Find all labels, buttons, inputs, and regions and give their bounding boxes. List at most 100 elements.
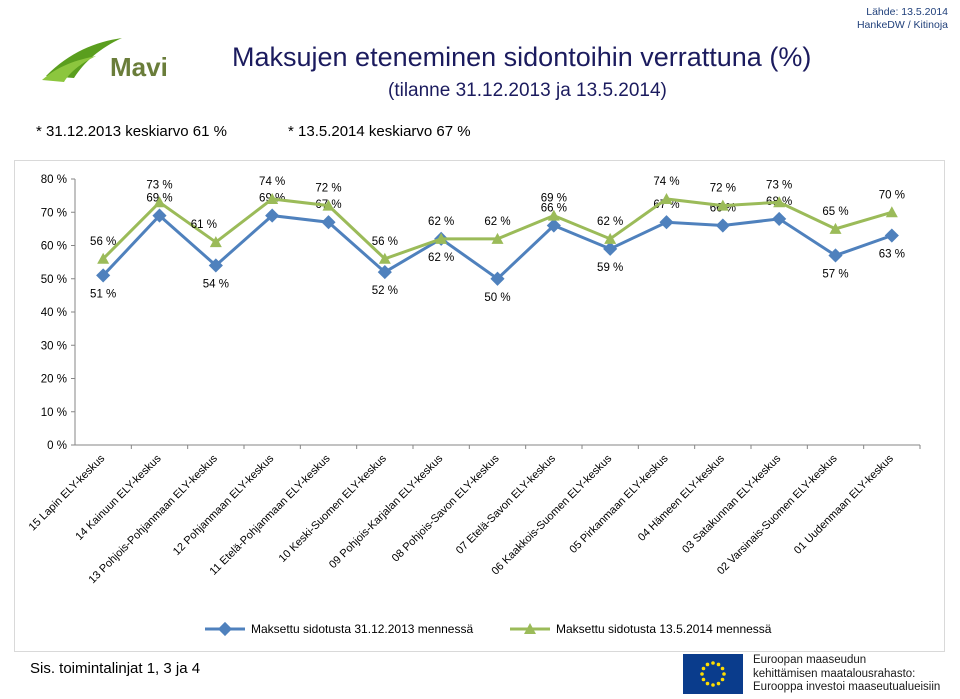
data-label: 73 % (146, 179, 172, 191)
x-tick-label: 06 Kaakkois-Suomen ELY-keskus (489, 452, 614, 577)
series-1-marker (321, 215, 336, 230)
series-1-marker (546, 218, 561, 233)
data-label: 50 % (484, 292, 510, 304)
data-label: 52 % (372, 285, 398, 297)
series-1-marker (715, 218, 730, 233)
series-2-marker (829, 222, 842, 234)
data-label: 62 % (597, 216, 623, 228)
series-2-marker (209, 236, 222, 248)
eu-star (716, 681, 721, 686)
x-tick-label: 01 Uudenmaan ELY-keskus (792, 452, 896, 556)
series-2-marker (153, 196, 166, 208)
y-tick-label: 0 % (47, 440, 67, 452)
series-1-marker (659, 215, 674, 230)
eu-star (705, 662, 710, 667)
average-2013: * 31.12.2013 keskiarvo 61 % (36, 123, 227, 140)
eu-star (720, 666, 725, 671)
eu-line-3: Eurooppa investoi maaseutualueisiin (753, 681, 941, 693)
y-tick-label: 10 % (41, 407, 67, 419)
eu-star (716, 662, 721, 667)
mavi-logo: Mavi (40, 32, 190, 87)
legend-marker (217, 621, 233, 637)
y-tick-label: 30 % (41, 340, 67, 352)
data-label: 56 % (90, 236, 116, 248)
series-2-marker (491, 232, 504, 244)
data-label: 51 % (90, 288, 116, 300)
eu-flag-icon (683, 654, 743, 694)
y-tick-label: 80 % (41, 174, 67, 186)
eu-star (701, 677, 706, 682)
eu-star (722, 672, 726, 676)
eu-star (711, 661, 715, 665)
eu-line-1: Euroopan maaseudun (753, 654, 867, 666)
x-tick-label: 09 Pohjois-Karjalan ELY-keskus (327, 452, 446, 571)
series-1-marker (772, 211, 787, 226)
eu-line-2: kehittämisen maatalousrahasto: (753, 667, 916, 680)
series-2-marker (716, 199, 729, 211)
data-label: 61 % (191, 219, 217, 231)
series-line-2 (102, 197, 893, 261)
chart-area: 0 % 10 % 20 % 30 % 40 % 50 % 60 % 70 % 80 % 15 La… (14, 160, 945, 652)
series-2-marker (660, 192, 673, 204)
data-label: 57 % (822, 268, 848, 280)
x-tick-label: 10 Keski-Suomen ELY-keskus (277, 452, 390, 565)
y-tick-label: 70 % (41, 207, 67, 219)
x-tick-label: 07 Etelä-Savon ELY-keskus (454, 452, 558, 556)
series-1-marker (603, 241, 618, 256)
data-label: 62 % (484, 216, 510, 228)
legend-marker (524, 623, 536, 634)
data-label: 62 % (428, 216, 454, 228)
series-2-marker (773, 196, 786, 208)
series-1-marker (828, 248, 843, 263)
data-label: 65 % (822, 206, 848, 218)
legend-label: Maksettu sidotusta 13.5.2014 mennessä (556, 622, 772, 636)
eu-star (705, 681, 710, 686)
x-tick-label: 11 Etelä-Pohjanmaan ELY-keskus (208, 452, 333, 577)
y-tick-label: 50 % (41, 274, 67, 286)
data-label: 73 % (766, 179, 792, 191)
source-note: Lähde: 13.5.2014 HankeDW / Kitinoja (857, 6, 948, 32)
series-2-marker (97, 252, 110, 264)
eu-star (711, 683, 715, 687)
y-tick-label: 20 % (41, 374, 67, 386)
eu-funding-logo: Euroopan maaseudun kehittämisen maatalou… (683, 654, 940, 695)
x-tick-label: 08 Pohjois-Savon ELY-keskus (390, 452, 502, 564)
y-tick-label: 60 % (41, 241, 67, 253)
eu-star (700, 672, 704, 676)
legend-label: Maksettu sidotusta 31.12.2013 mennessä (251, 622, 473, 636)
series-2-marker (322, 199, 335, 211)
series-2-marker (885, 206, 898, 218)
x-tick-label: 12 Pohjanmaan ELY-keskus (171, 452, 277, 558)
source-origin: HankeDW / Kitinoja (856, 19, 948, 31)
x-tick-label: 05 Pirkanmaan ELY-keskus (567, 452, 671, 556)
line-chart: 0 %10 %20 %30 %40 %50 %60 %70 %80 %15 La… (27, 174, 921, 637)
data-label: 59 % (597, 262, 623, 274)
series-2-marker (547, 209, 560, 221)
footer-note: Sis. toimintalinjat 1, 3 ja 4 (30, 660, 201, 677)
y-tick-label: 40 % (41, 307, 67, 319)
series-1-marker (884, 228, 899, 243)
eu-star (720, 677, 725, 682)
series-1-marker (377, 265, 392, 280)
data-label: 63 % (879, 249, 905, 261)
page-title: Maksujen eteneminen sidontoihin verrattu… (232, 42, 812, 72)
series-2-marker (435, 232, 448, 244)
data-label: 69 % (541, 193, 567, 205)
eu-text: Euroopan maaseudun kehittämisen maatalou… (753, 654, 940, 695)
average-2014: * 13.5.2014 keskiarvo 67 % (288, 123, 471, 140)
data-label: 72 % (315, 183, 341, 195)
x-tick-label: 02 Varsinais-Suomen ELY-keskus (715, 452, 840, 577)
eu-star (701, 666, 706, 671)
data-label: 66 % (541, 203, 567, 215)
data-label: 70 % (879, 189, 905, 201)
data-label: 74 % (653, 176, 679, 188)
data-label: 62 % (428, 252, 454, 264)
x-tick-label: 03 Satakunnan ELY-keskus (680, 452, 784, 556)
series-2-marker (266, 192, 279, 204)
page-subtitle: (tilanne 31.12.2013 ja 13.5.2014) (388, 80, 667, 101)
data-label: 72 % (710, 183, 736, 195)
series-2-marker (604, 232, 617, 244)
data-label: 56 % (372, 236, 398, 248)
logo-text: Mavi (110, 52, 168, 82)
series-1-marker (490, 271, 505, 286)
